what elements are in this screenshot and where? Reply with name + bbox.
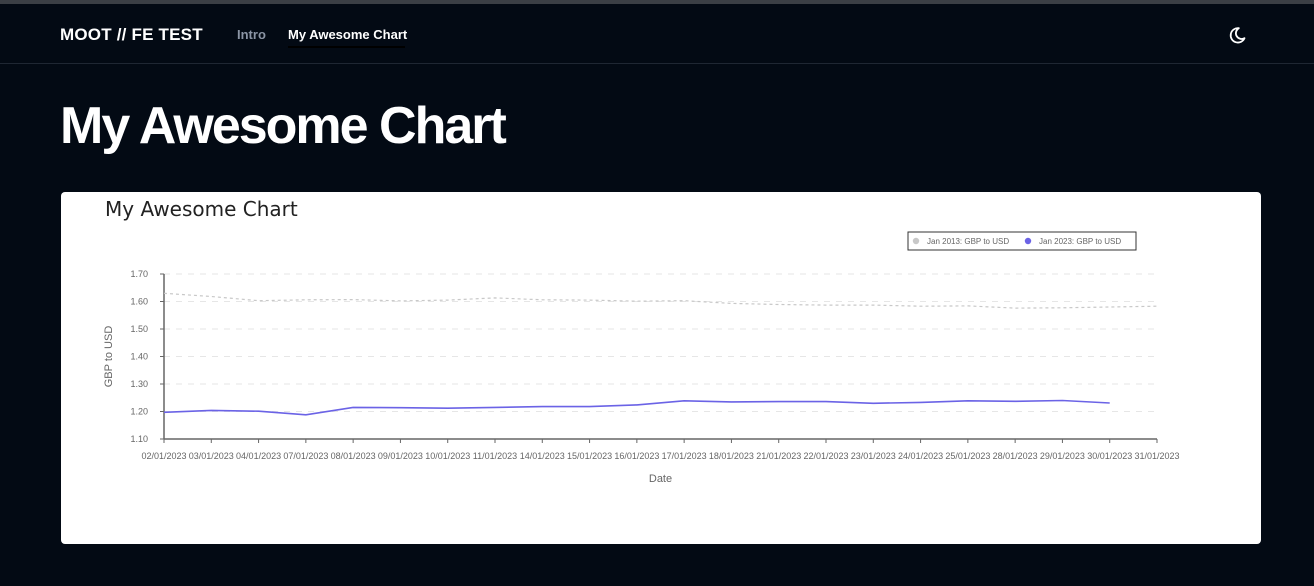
- y-axis-title: GBP to USD: [103, 326, 115, 388]
- active-nav-underline: [288, 46, 405, 48]
- top-nav-bar: MOOT // FE TEST Intro My Awesome Chart: [0, 4, 1314, 64]
- x-tick-label: 30/01/2023: [1087, 451, 1132, 461]
- line-chart: 1.10 1.20 1.30 1.40 1.50 1.60 1.70 02/01/2023 03…: [103, 231, 1180, 485]
- x-tick-label: 18/01/2023: [709, 451, 754, 461]
- y-tick-label: 1.70: [130, 269, 148, 279]
- x-tick-label: 07/01/2023: [283, 451, 328, 461]
- legend-marker-1: [912, 237, 920, 245]
- window-top-strip: [0, 0, 1314, 4]
- y-tick-label: 1.50: [130, 324, 148, 334]
- legend-marker-2: [1024, 237, 1032, 245]
- x-tick-label: 14/01/2023: [520, 451, 565, 461]
- series-line-2: [163, 399, 1110, 416]
- chart-title: My Awesome Chart: [105, 197, 298, 221]
- legend-label-2[interactable]: Jan 2023: GBP to USD: [1039, 237, 1121, 246]
- x-tick-label: 21/01/2023: [756, 451, 801, 461]
- y-tick-label: 1.40: [130, 352, 148, 362]
- x-tick-label: 16/01/2023: [614, 451, 659, 461]
- x-tick-label: 25/01/2023: [945, 451, 990, 461]
- legend-label-1[interactable]: Jan 2013: GBP to USD: [927, 237, 1009, 246]
- x-tick-label: 22/01/2023: [803, 451, 848, 461]
- x-tick-label: 24/01/2023: [898, 451, 943, 461]
- legend-box: [907, 231, 1137, 251]
- x-tick-label: 08/01/2023: [331, 451, 376, 461]
- x-tick-label: 31/01/2023: [1134, 451, 1179, 461]
- x-tick-label: 23/01/2023: [851, 451, 896, 461]
- x-tick-label: 11/01/2023: [473, 451, 517, 461]
- y-tick-label: 1.10: [130, 434, 148, 444]
- y-tick-label: 1.30: [130, 379, 148, 389]
- x-tick-label: 15/01/2023: [567, 451, 612, 461]
- x-tick-label: 28/01/2023: [993, 451, 1038, 461]
- x-tick-label: 09/01/2023: [378, 451, 423, 461]
- brand-logo-text[interactable]: MOOT // FE TEST: [60, 25, 203, 44]
- x-tick-label: 29/01/2023: [1040, 451, 1085, 461]
- nav-link-intro[interactable]: Intro: [237, 27, 266, 42]
- x-tick-label: 10/01/2023: [425, 451, 470, 461]
- x-tick-label: 04/01/2023: [236, 451, 281, 461]
- nav-link-my-awesome-chart[interactable]: My Awesome Chart: [288, 27, 408, 42]
- x-tick-label: 03/01/2023: [189, 451, 234, 461]
- chart-card: My Awesome Chart 1.10 1.20 1.30 1.40 1.50 1.6…: [61, 192, 1261, 544]
- y-tick-label: 1.60: [130, 297, 148, 307]
- moon-icon: [1229, 27, 1246, 44]
- theme-toggle-button[interactable]: [1227, 24, 1253, 48]
- series-line-1: [163, 292, 1158, 309]
- x-axis-title: Date: [649, 473, 672, 485]
- x-tick-label: 17/01/2023: [662, 451, 707, 461]
- x-tick-label: 02/01/2023: [141, 451, 186, 461]
- y-tick-label: 1.20: [130, 407, 148, 417]
- page-title: My Awesome Chart: [60, 97, 507, 155]
